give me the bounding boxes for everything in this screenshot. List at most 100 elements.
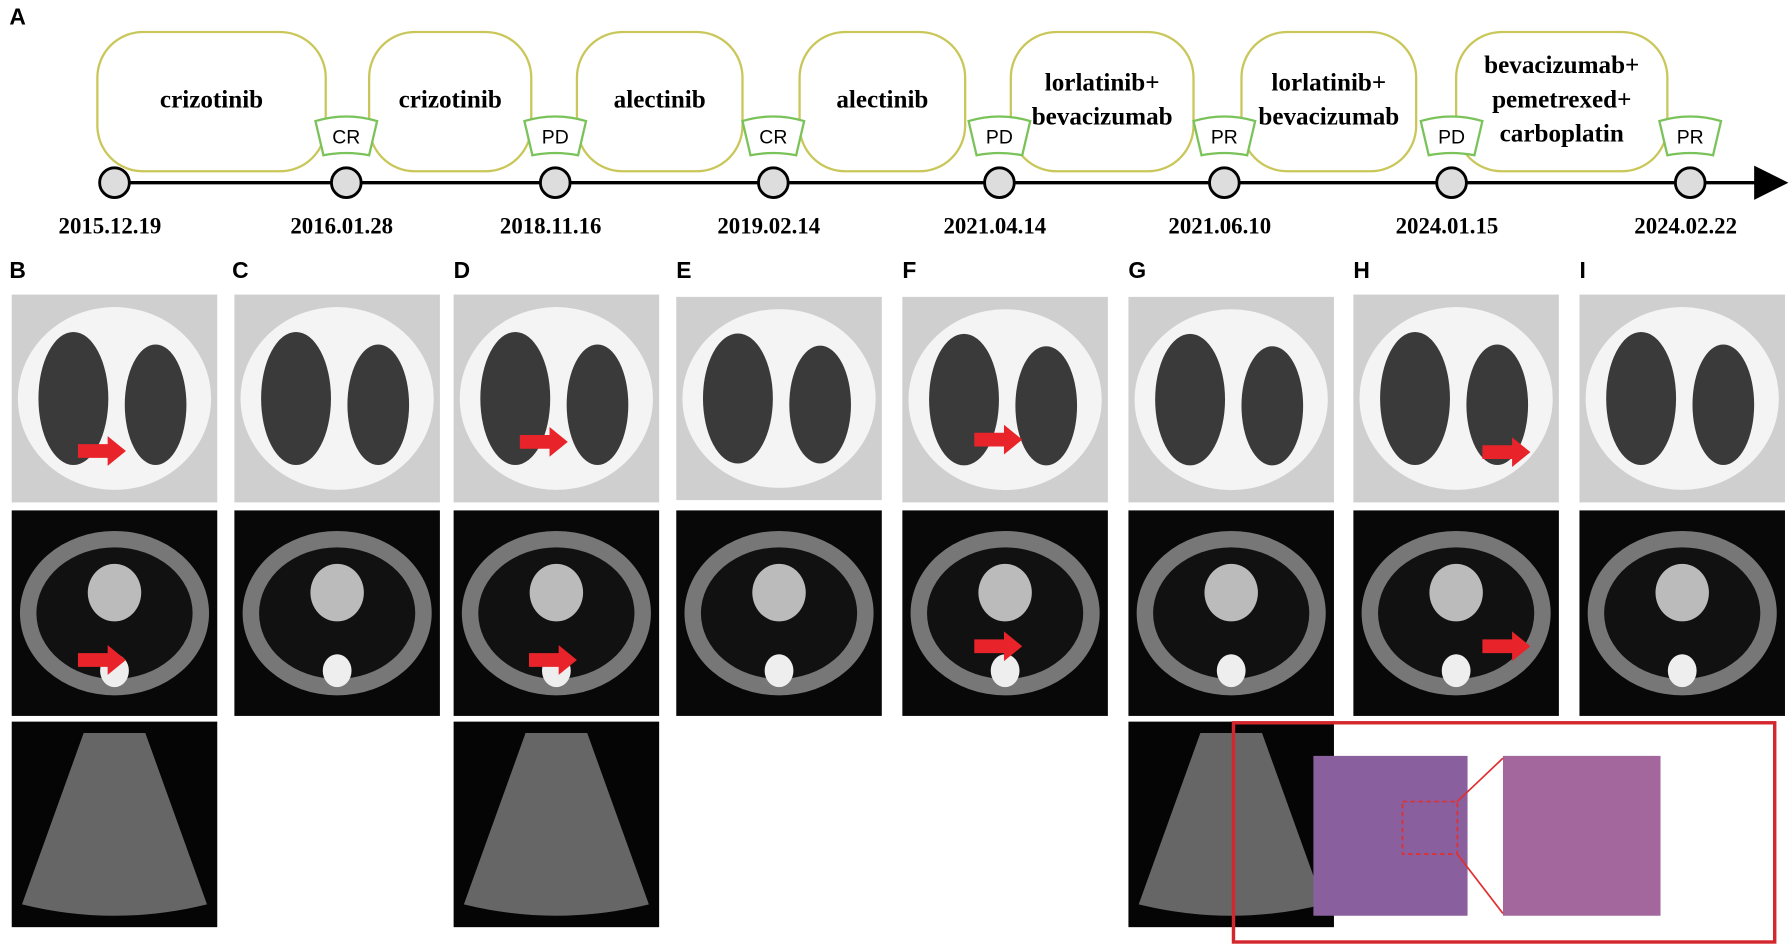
treatment-box — [575, 30, 744, 173]
red-arrow — [519, 427, 568, 457]
treatment-box — [367, 30, 533, 173]
panel-label: I — [1579, 257, 1585, 283]
response-badge — [523, 115, 588, 157]
treatment-label: crizotinib — [160, 86, 263, 113]
ct-lung — [480, 331, 551, 465]
treatment-box — [1009, 30, 1195, 173]
treatment-label: alectinib — [614, 86, 706, 113]
panel-label: C — [232, 257, 249, 283]
red-arrow — [974, 631, 1023, 662]
date-label: 2015.12.19 — [59, 214, 162, 239]
panel-label: H — [1353, 257, 1370, 283]
ct-spine — [1441, 654, 1471, 688]
histology-frame — [1231, 721, 1777, 944]
red-arrow — [974, 424, 1023, 455]
ct-lung — [1606, 331, 1677, 465]
panel-label: G — [1128, 257, 1146, 283]
treatment-label: pemetrexed+ — [1492, 86, 1631, 113]
ct-lung — [1466, 344, 1529, 465]
ct-heart — [1204, 563, 1258, 622]
timepoint — [757, 166, 790, 199]
histology-high — [1502, 755, 1661, 916]
ct-lung — [929, 333, 999, 466]
ct-lung — [1380, 331, 1450, 465]
ct-lung — [1241, 346, 1304, 466]
treatment-box — [1454, 30, 1669, 173]
ct-lung — [261, 331, 331, 465]
zoom-line — [1456, 853, 1504, 914]
ct-heart — [87, 563, 142, 622]
treatment-label: carboplatin — [1500, 121, 1624, 148]
response-label: PD — [542, 126, 569, 148]
red-arrow — [77, 436, 126, 466]
ct-heart — [752, 563, 806, 622]
response-label: CR — [332, 126, 360, 148]
ultrasound-fan — [22, 733, 207, 916]
timepoint — [1208, 166, 1241, 199]
response-badge — [741, 115, 806, 157]
response-badge — [1192, 115, 1257, 157]
red-arrow — [528, 645, 577, 675]
date-label: 2024.02.22 — [1634, 214, 1737, 239]
zoom-line — [1456, 757, 1504, 803]
ct-spine — [764, 654, 794, 688]
treatment-box — [1240, 30, 1418, 173]
panel-label: E — [676, 257, 691, 283]
panel-label: F — [902, 257, 916, 283]
timepoint — [983, 166, 1016, 199]
ultrasound-fan — [1138, 733, 1324, 916]
response-badge — [1658, 115, 1723, 157]
ct-heart — [1429, 563, 1483, 622]
date-label: 2018.11.16 — [500, 214, 601, 239]
treatment-label: bevacizumab — [1032, 104, 1173, 131]
red-arrow — [77, 645, 126, 675]
treatment-label: crizotinib — [399, 86, 502, 113]
timepoint — [98, 166, 131, 199]
ct-lung — [38, 331, 109, 465]
response-badge — [1419, 115, 1484, 157]
panel-label: D — [454, 257, 471, 283]
red-arrow — [1482, 437, 1531, 468]
date-label: 2016.01.28 — [290, 214, 393, 239]
ct-heart — [978, 563, 1032, 622]
response-label: PD — [1438, 126, 1465, 148]
histology-low — [1313, 755, 1468, 916]
timepoint — [1673, 166, 1707, 199]
treatment-label: lorlatinib+ — [1045, 69, 1160, 96]
ct-spine — [1667, 654, 1697, 688]
ct-spine — [322, 654, 352, 688]
timepoint — [1435, 166, 1468, 199]
panel-label: B — [9, 257, 26, 283]
response-label: PR — [1677, 126, 1704, 148]
ct-lung — [789, 345, 851, 464]
response-badge — [314, 115, 379, 157]
ct-lung — [124, 344, 187, 465]
ct-lung — [566, 344, 629, 465]
panel-label: A — [9, 3, 26, 29]
ct-lung — [1015, 346, 1078, 466]
date-label: 2019.02.14 — [717, 214, 820, 239]
ct-lung — [702, 333, 773, 464]
ct-lung — [347, 344, 410, 465]
red-arrow — [1482, 631, 1531, 662]
timepoint — [538, 166, 572, 199]
treatment-box — [96, 30, 327, 173]
timepoint — [330, 166, 363, 199]
ct-spine — [990, 654, 1020, 688]
treatment-label: lorlatinib+ — [1271, 69, 1386, 96]
ct-heart — [1655, 563, 1709, 622]
ct-heart — [529, 563, 584, 622]
ct-lung — [1692, 344, 1755, 465]
response-label: PR — [1211, 126, 1238, 148]
treatment-label: bevacizumab — [1258, 104, 1399, 131]
date-label: 2021.04.14 — [943, 214, 1046, 239]
ct-heart — [310, 563, 364, 622]
ct-lung — [1155, 333, 1226, 466]
response-label: PD — [986, 126, 1013, 148]
treatment-label: alectinib — [836, 86, 928, 113]
ct-spine — [1216, 654, 1246, 688]
ultrasound-fan — [463, 733, 649, 916]
zoom-region — [1401, 800, 1459, 855]
